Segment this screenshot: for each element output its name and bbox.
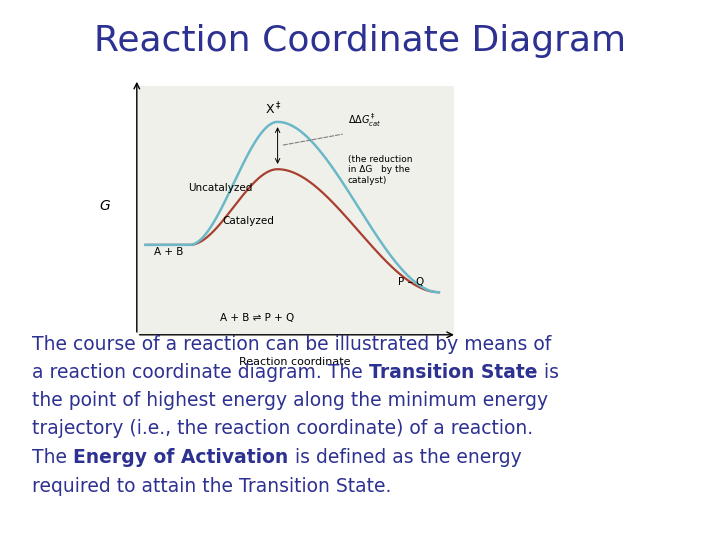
Text: A + B ⇌ P + Q: A + B ⇌ P + Q [220,313,294,323]
Text: trajectory (i.e., the reaction coordinate) of a reaction.: trajectory (i.e., the reaction coordinat… [32,420,534,438]
Text: (the reduction
in ΔG   by the
catalyst): (the reduction in ΔG by the catalyst) [348,155,413,185]
Text: the point of highest energy along the minimum energy: the point of highest energy along the mi… [32,392,549,410]
Text: required to attain the Transition State.: required to attain the Transition State. [32,477,392,496]
Text: is defined as the energy: is defined as the energy [289,448,521,467]
Text: P – Q: P – Q [398,278,424,287]
Text: Energy of Activation: Energy of Activation [73,448,289,467]
Text: G: G [100,199,110,213]
Text: Reaction coordinate: Reaction coordinate [240,357,351,367]
Text: $\Delta\Delta G^\ddagger_{cat}$: $\Delta\Delta G^\ddagger_{cat}$ [348,112,382,129]
Text: a reaction coordinate diagram. The: a reaction coordinate diagram. The [32,363,369,382]
Text: The course of a reaction can be illustrated by means of: The course of a reaction can be illustra… [32,335,552,354]
Text: Reaction Coordinate Diagram: Reaction Coordinate Diagram [94,24,626,58]
Text: is: is [538,363,559,382]
Text: X$^\ddagger$: X$^\ddagger$ [265,100,282,117]
Text: Catalyzed: Catalyzed [222,216,274,226]
Text: Uncatalyzed: Uncatalyzed [188,183,253,193]
Text: The: The [32,448,73,467]
Text: A + B: A + B [154,247,184,257]
Text: Transition State: Transition State [369,363,538,382]
